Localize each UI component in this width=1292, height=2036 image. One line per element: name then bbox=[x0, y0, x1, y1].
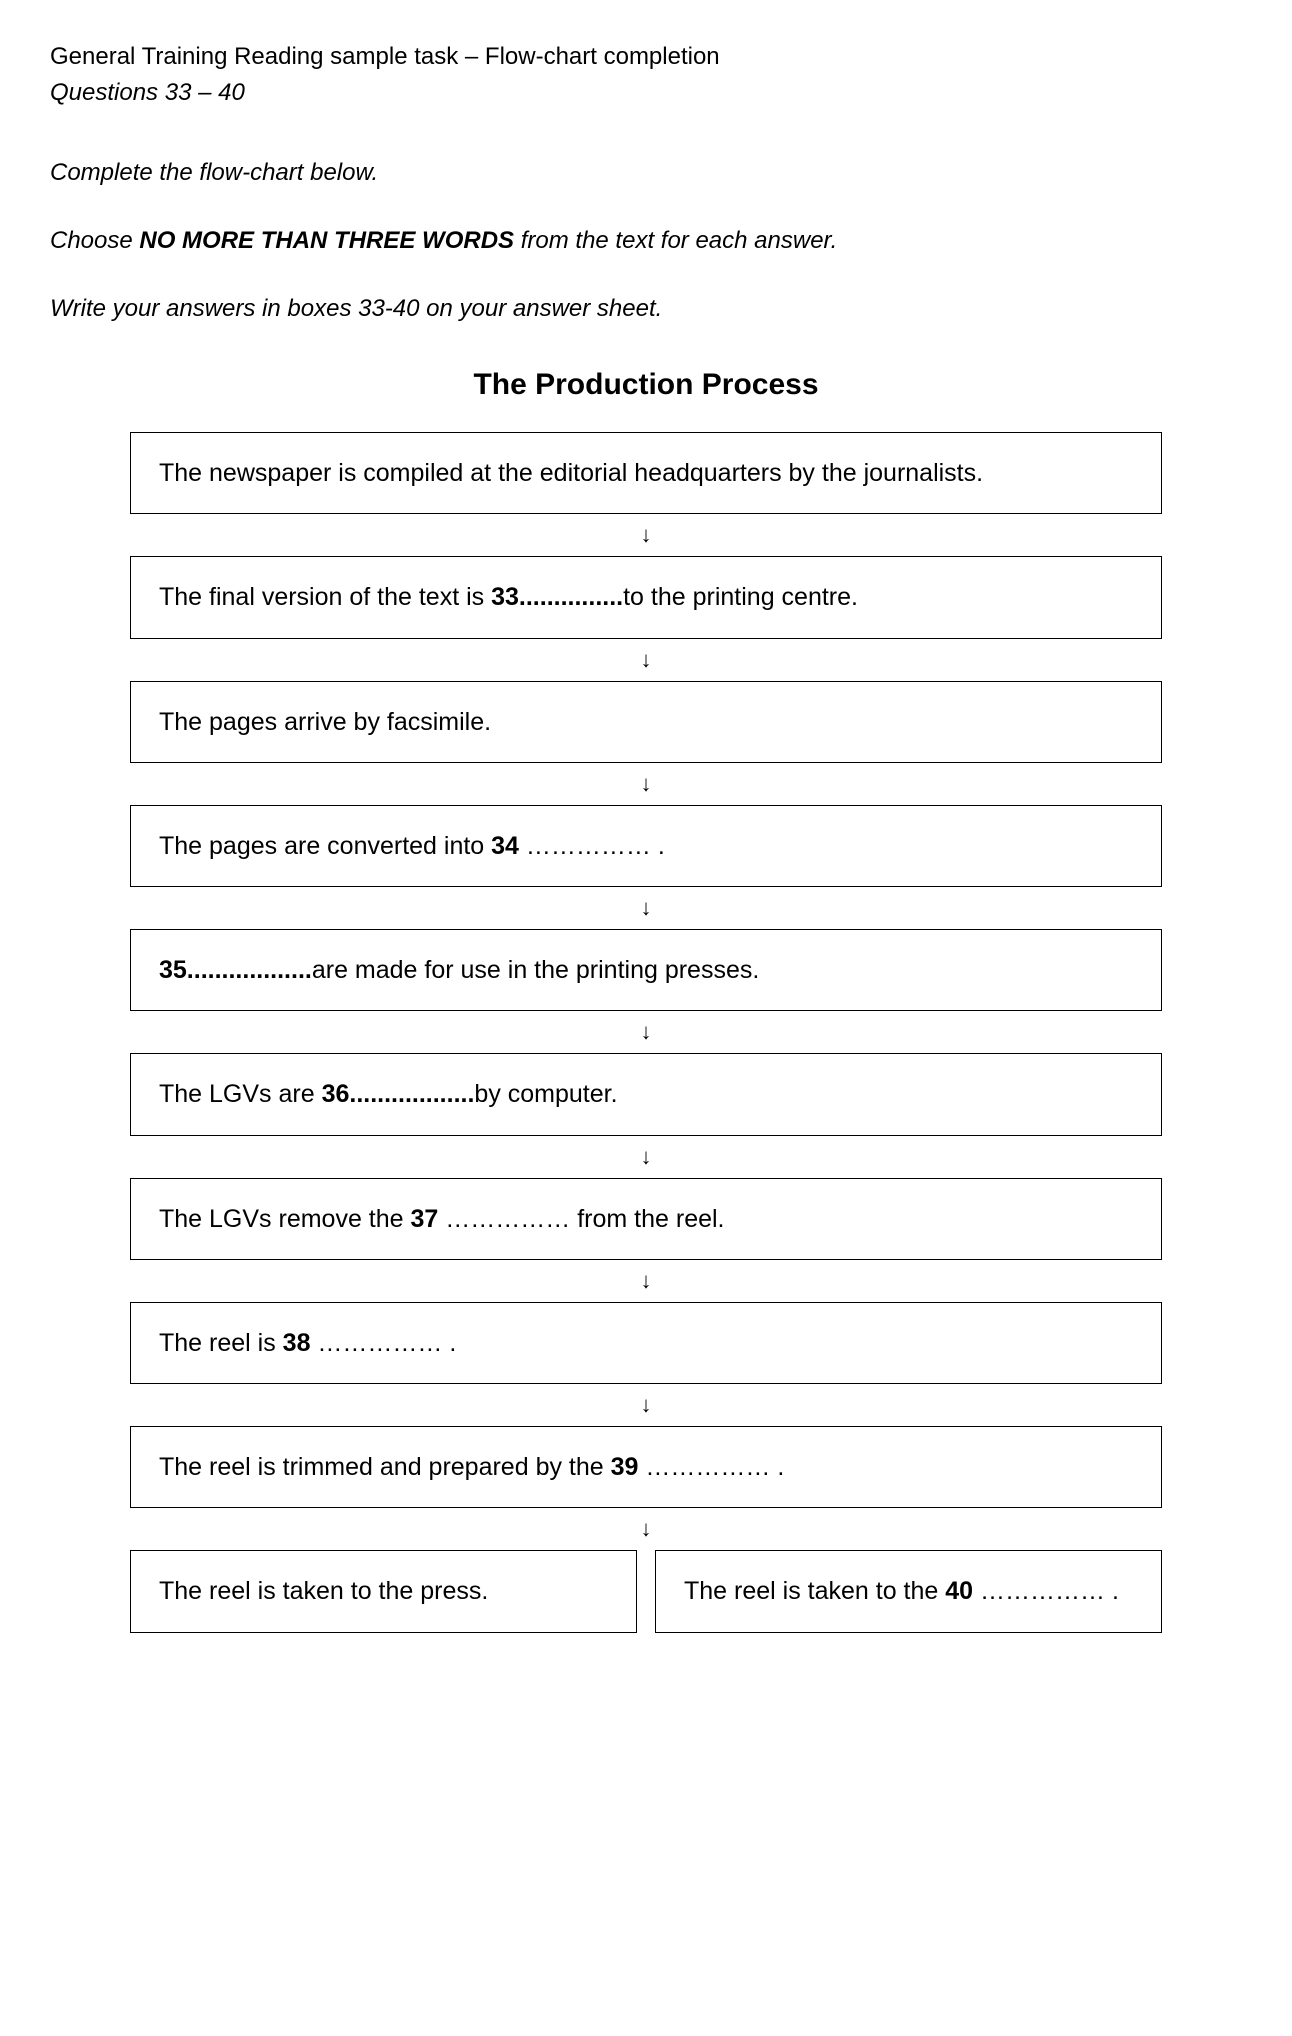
box7-pre: The LGVs remove the bbox=[159, 1205, 411, 1233]
instruction-2: Choose NO MORE THAN THREE WORDS from the… bbox=[50, 227, 1242, 255]
blank-38: 38 bbox=[283, 1329, 311, 1357]
box9-pre: The reel is trimmed and prepared by the bbox=[159, 1453, 611, 1481]
box2-post: to the printing centre. bbox=[623, 583, 858, 611]
down-arrow-icon: ↓ bbox=[641, 524, 652, 546]
flow-box-4: The pages are converted into 34 …………… . bbox=[130, 805, 1162, 887]
blank-39: 39 bbox=[611, 1453, 639, 1481]
down-arrow-icon: ↓ bbox=[641, 1146, 652, 1168]
down-arrow-icon: ↓ bbox=[641, 897, 652, 919]
instruction-2-post: from the text for each answer. bbox=[514, 227, 837, 254]
flow-box-6: The LGVs are 36..................by comp… bbox=[130, 1053, 1162, 1135]
flow-box-3: The pages arrive by facsimile. bbox=[130, 681, 1162, 763]
blank-36: 36.................. bbox=[322, 1080, 475, 1108]
box9-post: …………… . bbox=[638, 1453, 784, 1481]
down-arrow-icon: ↓ bbox=[641, 1270, 652, 1292]
down-arrow-icon: ↓ bbox=[641, 1518, 652, 1540]
instruction-3: Write your answers in boxes 33-40 on you… bbox=[50, 295, 1242, 323]
flow-box-1: The newspaper is compiled at the editori… bbox=[130, 432, 1162, 514]
instruction-1: Complete the flow-chart below. bbox=[50, 159, 1242, 187]
blank-33: 33............... bbox=[491, 583, 623, 611]
flow-box-7: The LGVs remove the 37 …………… from the re… bbox=[130, 1178, 1162, 1260]
blank-37: 37 bbox=[411, 1205, 439, 1233]
down-arrow-icon: ↓ bbox=[641, 649, 652, 671]
task-title: General Training Reading sample task – F… bbox=[50, 40, 1242, 74]
flowchart: The newspaper is compiled at the editori… bbox=[50, 432, 1242, 1633]
flow-box-2: The final version of the text is 33.....… bbox=[130, 556, 1162, 638]
flow-box-5: 35..................are made for use in … bbox=[130, 929, 1162, 1011]
box7-post: …………… from the reel. bbox=[438, 1205, 724, 1233]
box8-pre: The reel is bbox=[159, 1329, 283, 1357]
document-root: General Training Reading sample task – F… bbox=[50, 40, 1242, 1633]
down-arrow-icon: ↓ bbox=[641, 1021, 652, 1043]
instruction-2-pre: Choose bbox=[50, 227, 139, 254]
box5-post: are made for use in the printing presses… bbox=[312, 956, 759, 984]
box10b-post: …………… . bbox=[973, 1577, 1119, 1605]
down-arrow-icon: ↓ bbox=[641, 1394, 652, 1416]
flow-box-9: The reel is trimmed and prepared by the … bbox=[130, 1426, 1162, 1508]
box6-post: by computer. bbox=[474, 1080, 617, 1108]
blank-34: 34 bbox=[491, 832, 519, 860]
blank-40: 40 bbox=[945, 1577, 973, 1605]
question-range: Questions 33 – 40 bbox=[50, 76, 1242, 110]
flow-box-8: The reel is 38 …………… . bbox=[130, 1302, 1162, 1384]
instruction-2-bold: NO MORE THAN THREE WORDS bbox=[139, 227, 514, 254]
box4-post: …………… . bbox=[519, 832, 665, 860]
blank-35: 35.................. bbox=[159, 956, 312, 984]
flowchart-title: The Production Process bbox=[50, 368, 1242, 402]
box10b-pre: The reel is taken to the bbox=[684, 1577, 945, 1605]
box6-pre: The LGVs are bbox=[159, 1080, 322, 1108]
down-arrow-icon: ↓ bbox=[641, 773, 652, 795]
flow-box-10a: The reel is taken to the press. bbox=[130, 1550, 637, 1632]
box4-pre: The pages are converted into bbox=[159, 832, 491, 860]
box2-pre: The final version of the text is bbox=[159, 583, 491, 611]
box8-post: …………… . bbox=[310, 1329, 456, 1357]
flow-box-10b: The reel is taken to the 40 …………… . bbox=[655, 1550, 1162, 1632]
flow-split-row: The reel is taken to the press. The reel… bbox=[130, 1550, 1162, 1632]
